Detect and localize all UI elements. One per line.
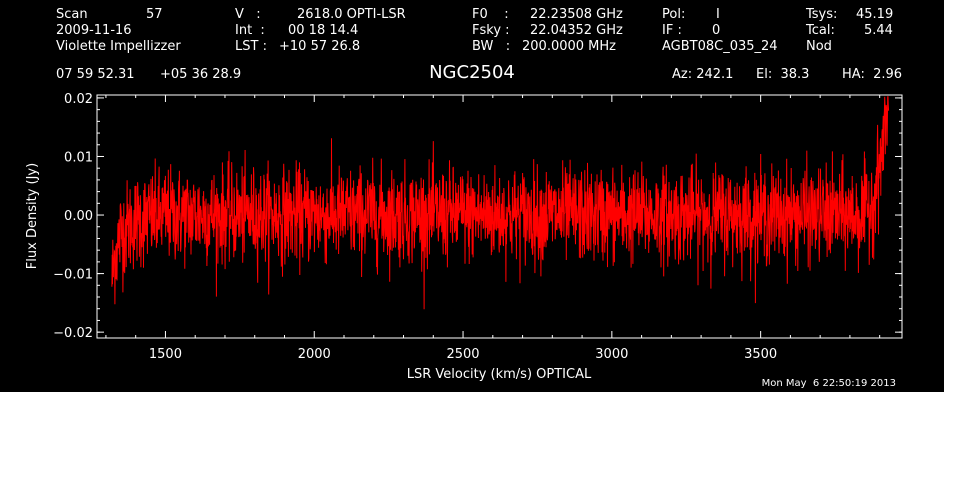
bandwidth-value: 200.0000 MHz [522,39,616,54]
scan-label: Scan [56,7,88,22]
x-tick-label: 2000 [298,347,331,362]
y-tick-label: 0.01 [64,150,93,165]
x-axis-ticks: 1500 2000 2500 3000 3500 [105,95,881,362]
observation-date: 2009-11-16 [56,23,132,38]
tsys-label: Tsys: [806,7,838,22]
velocity-label: V : [235,7,261,22]
fsky-value: 22.04352 GHz [530,23,623,38]
y-tick-label: −0.02 [53,326,93,341]
lst-value: +10 57 26.8 [279,39,361,54]
spectrum-series-line [111,96,890,310]
if-value: 0 [712,23,721,38]
lst-label: LST : [235,39,267,54]
scan-value: 57 [146,7,163,22]
if-label: IF : [662,23,682,38]
observer-name: Violette Impellizzer [56,39,181,54]
y-tick-label: 0.02 [64,92,93,107]
integration-value: 00 18 14.4 [288,23,359,38]
observing-mode: Nod [806,39,832,54]
velocity-value: 2618.0 OPTI-LSR [297,7,406,22]
tcal-value: 5.44 [864,23,893,38]
dec-value: +05 36 28.9 [160,67,242,82]
x-tick-label: 3000 [595,347,628,362]
x-tick-label: 2500 [446,347,479,362]
polarization-label: Pol: [662,7,686,22]
elevation-value: El: 38.3 [756,67,810,82]
y-axis-label: Flux Density (Jy) [25,163,40,269]
x-tick-label: 3500 [744,347,777,362]
chart-title: NGC2504 [429,62,515,83]
azimuth-value: Az: 242.1 [672,67,734,82]
plot-frame [96,94,903,339]
plot-window: Scan 57 2009-11-16 Violette Impellizzer … [0,0,944,392]
hour-angle-value: HA: 2.96 [842,67,903,82]
bandwidth-label: BW : [472,39,511,54]
tcal-label: Tcal: [806,23,835,38]
timestamp: Mon May 6 22:50:19 2013 [761,378,896,389]
fsky-label: Fsky : [472,23,510,38]
tsys-value: 45.19 [856,7,894,22]
polarization-value: I [716,7,720,22]
f0-value: 22.23508 GHz [530,7,623,22]
spectrum-chart: 1500 2000 2500 3000 3500 −0.02 −0.01 0.00 0.01 0… [25,92,903,382]
x-axis-label: LSR Velocity (km/s) OPTICAL [407,367,592,382]
ra-value: 07 59 52.31 [56,67,135,82]
y-axis-ticks: −0.02 −0.01 0.00 0.01 0.02 [53,92,902,341]
project-id: AGBT08C_035_24 [662,39,778,54]
y-tick-label: −0.01 [53,268,93,283]
y-tick-label: 0.00 [64,209,93,224]
integration-label: Int : [235,23,265,38]
f0-label: F0 : [472,7,509,22]
x-tick-label: 1500 [149,347,182,362]
